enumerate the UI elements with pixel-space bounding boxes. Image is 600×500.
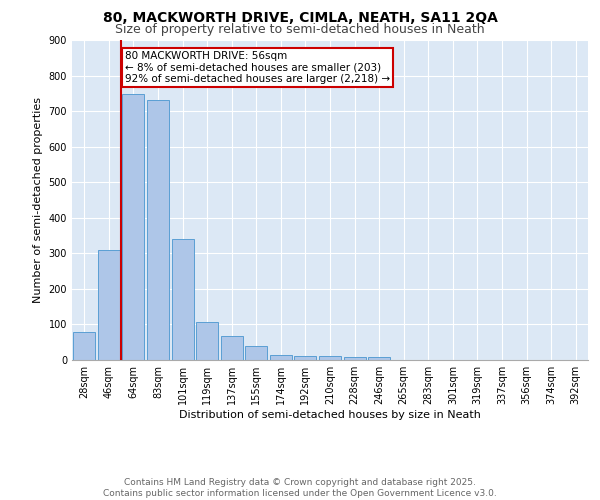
Bar — [221, 336, 243, 360]
Bar — [98, 250, 120, 360]
Bar — [245, 346, 268, 360]
Text: Contains HM Land Registry data © Crown copyright and database right 2025.
Contai: Contains HM Land Registry data © Crown c… — [103, 478, 497, 498]
Bar — [172, 239, 194, 360]
Bar — [196, 322, 218, 360]
Bar — [147, 100, 169, 360]
Bar — [295, 356, 316, 360]
Bar — [319, 356, 341, 360]
Y-axis label: Number of semi-detached properties: Number of semi-detached properties — [33, 97, 43, 303]
Bar — [270, 354, 292, 360]
Bar — [122, 94, 145, 360]
Bar — [368, 357, 390, 360]
Bar — [344, 357, 365, 360]
Text: 80, MACKWORTH DRIVE, CIMLA, NEATH, SA11 2QA: 80, MACKWORTH DRIVE, CIMLA, NEATH, SA11 … — [103, 11, 497, 25]
Bar — [73, 332, 95, 360]
Text: Size of property relative to semi-detached houses in Neath: Size of property relative to semi-detach… — [115, 22, 485, 36]
X-axis label: Distribution of semi-detached houses by size in Neath: Distribution of semi-detached houses by … — [179, 410, 481, 420]
Text: 80 MACKWORTH DRIVE: 56sqm
← 8% of semi-detached houses are smaller (203)
92% of : 80 MACKWORTH DRIVE: 56sqm ← 8% of semi-d… — [125, 50, 390, 84]
